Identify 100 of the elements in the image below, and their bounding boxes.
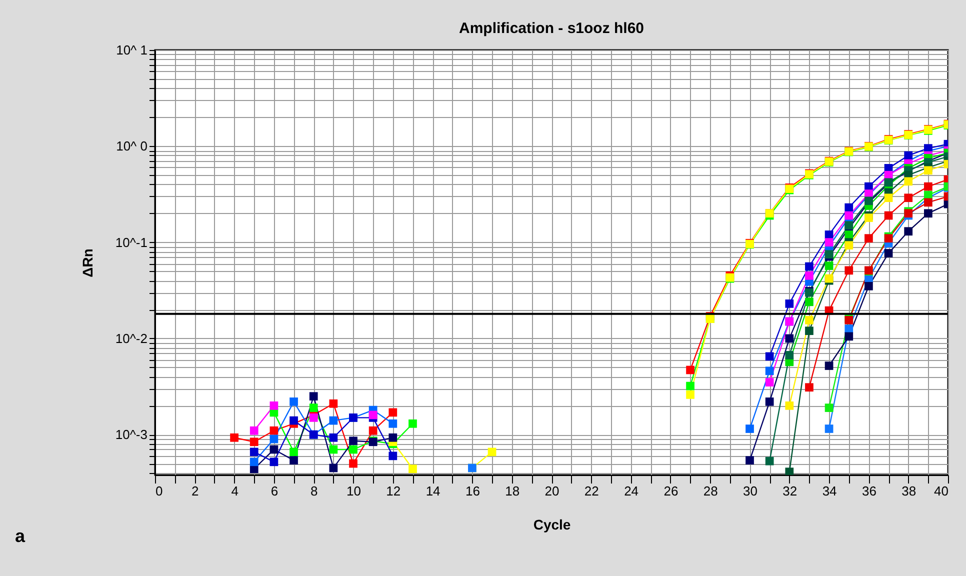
x-tick-label: 24 xyxy=(624,484,639,498)
point xyxy=(309,404,318,412)
point xyxy=(785,299,794,308)
point xyxy=(329,464,338,472)
y-tick-label: 10^ 0 xyxy=(116,138,148,154)
point xyxy=(250,426,258,435)
point xyxy=(844,266,854,275)
point xyxy=(408,464,417,474)
y-tick-label: 10^-1 xyxy=(115,234,148,250)
point xyxy=(864,234,873,242)
point xyxy=(805,326,814,336)
point xyxy=(785,468,794,475)
point xyxy=(368,426,378,435)
point xyxy=(329,416,338,425)
x-tick-label: 28 xyxy=(703,484,718,498)
point xyxy=(924,209,932,218)
point xyxy=(824,404,834,412)
point xyxy=(686,366,694,374)
point xyxy=(904,194,913,202)
point xyxy=(924,166,932,175)
x-tick-label: 14 xyxy=(426,484,440,498)
point xyxy=(329,399,338,408)
x-tick-label: 10 xyxy=(346,484,361,498)
x-tick-label: 30 xyxy=(743,484,758,498)
point xyxy=(824,362,834,370)
text: a xyxy=(15,526,26,546)
point xyxy=(884,249,893,258)
point xyxy=(805,262,814,271)
point xyxy=(924,182,932,191)
x-axis-title: Cycle xyxy=(533,516,571,532)
point xyxy=(290,397,298,406)
x-tick-label: 20 xyxy=(544,484,560,498)
point xyxy=(785,401,794,410)
y-tick-label: 10^-2 xyxy=(115,330,148,346)
point xyxy=(290,456,298,465)
point xyxy=(844,324,854,333)
x-tick-label: 12 xyxy=(386,484,401,498)
point xyxy=(904,177,913,186)
y-axis-title: ΔRn xyxy=(79,248,96,278)
point xyxy=(765,456,774,466)
y-tick-label: 10^ 1 xyxy=(116,42,148,58)
point xyxy=(388,419,398,428)
point xyxy=(884,211,893,220)
point xyxy=(270,445,278,454)
point xyxy=(805,271,814,280)
x-tick-label: 36 xyxy=(862,484,876,498)
point xyxy=(904,227,913,236)
point xyxy=(924,198,932,207)
x-tick-label: 22 xyxy=(584,484,599,498)
point xyxy=(270,434,278,444)
point xyxy=(250,438,258,446)
point xyxy=(805,383,814,392)
point xyxy=(349,436,358,446)
x-tick-label: 6 xyxy=(270,484,278,498)
point xyxy=(270,401,278,410)
point xyxy=(765,397,774,406)
point xyxy=(329,445,338,454)
point xyxy=(686,382,694,390)
point xyxy=(765,378,774,386)
x-tick-label: 32 xyxy=(782,484,798,498)
point xyxy=(290,448,298,456)
point xyxy=(765,352,774,361)
point xyxy=(884,194,893,202)
x-tick-label: 40 xyxy=(934,484,948,498)
point xyxy=(785,334,794,343)
point xyxy=(805,316,814,324)
point xyxy=(488,448,496,456)
x-tick-label: 18 xyxy=(505,484,520,498)
point xyxy=(844,203,854,212)
point xyxy=(349,445,358,454)
point xyxy=(904,151,913,160)
x-tick-label: 34 xyxy=(822,484,837,498)
point xyxy=(805,298,814,306)
point xyxy=(250,458,258,466)
point xyxy=(844,221,854,230)
point xyxy=(388,433,398,442)
point xyxy=(844,211,854,220)
point xyxy=(824,250,834,258)
point xyxy=(746,424,754,433)
point xyxy=(368,410,378,420)
x-tick-label: 2 xyxy=(192,484,199,498)
point xyxy=(270,458,278,466)
point xyxy=(864,214,873,222)
point xyxy=(746,456,754,465)
y-tick-label: 10^-3 xyxy=(115,427,148,442)
point xyxy=(844,332,854,341)
point xyxy=(408,419,417,428)
point xyxy=(824,238,834,246)
point xyxy=(686,390,694,399)
point xyxy=(824,262,834,270)
x-tick-label: 26 xyxy=(664,484,678,498)
point xyxy=(329,433,338,442)
point xyxy=(309,392,318,401)
point xyxy=(844,241,854,250)
point xyxy=(844,230,854,239)
x-tick-label: 4 xyxy=(231,484,238,498)
point xyxy=(824,424,834,433)
point xyxy=(309,413,318,422)
point xyxy=(388,408,398,417)
point xyxy=(785,350,794,360)
